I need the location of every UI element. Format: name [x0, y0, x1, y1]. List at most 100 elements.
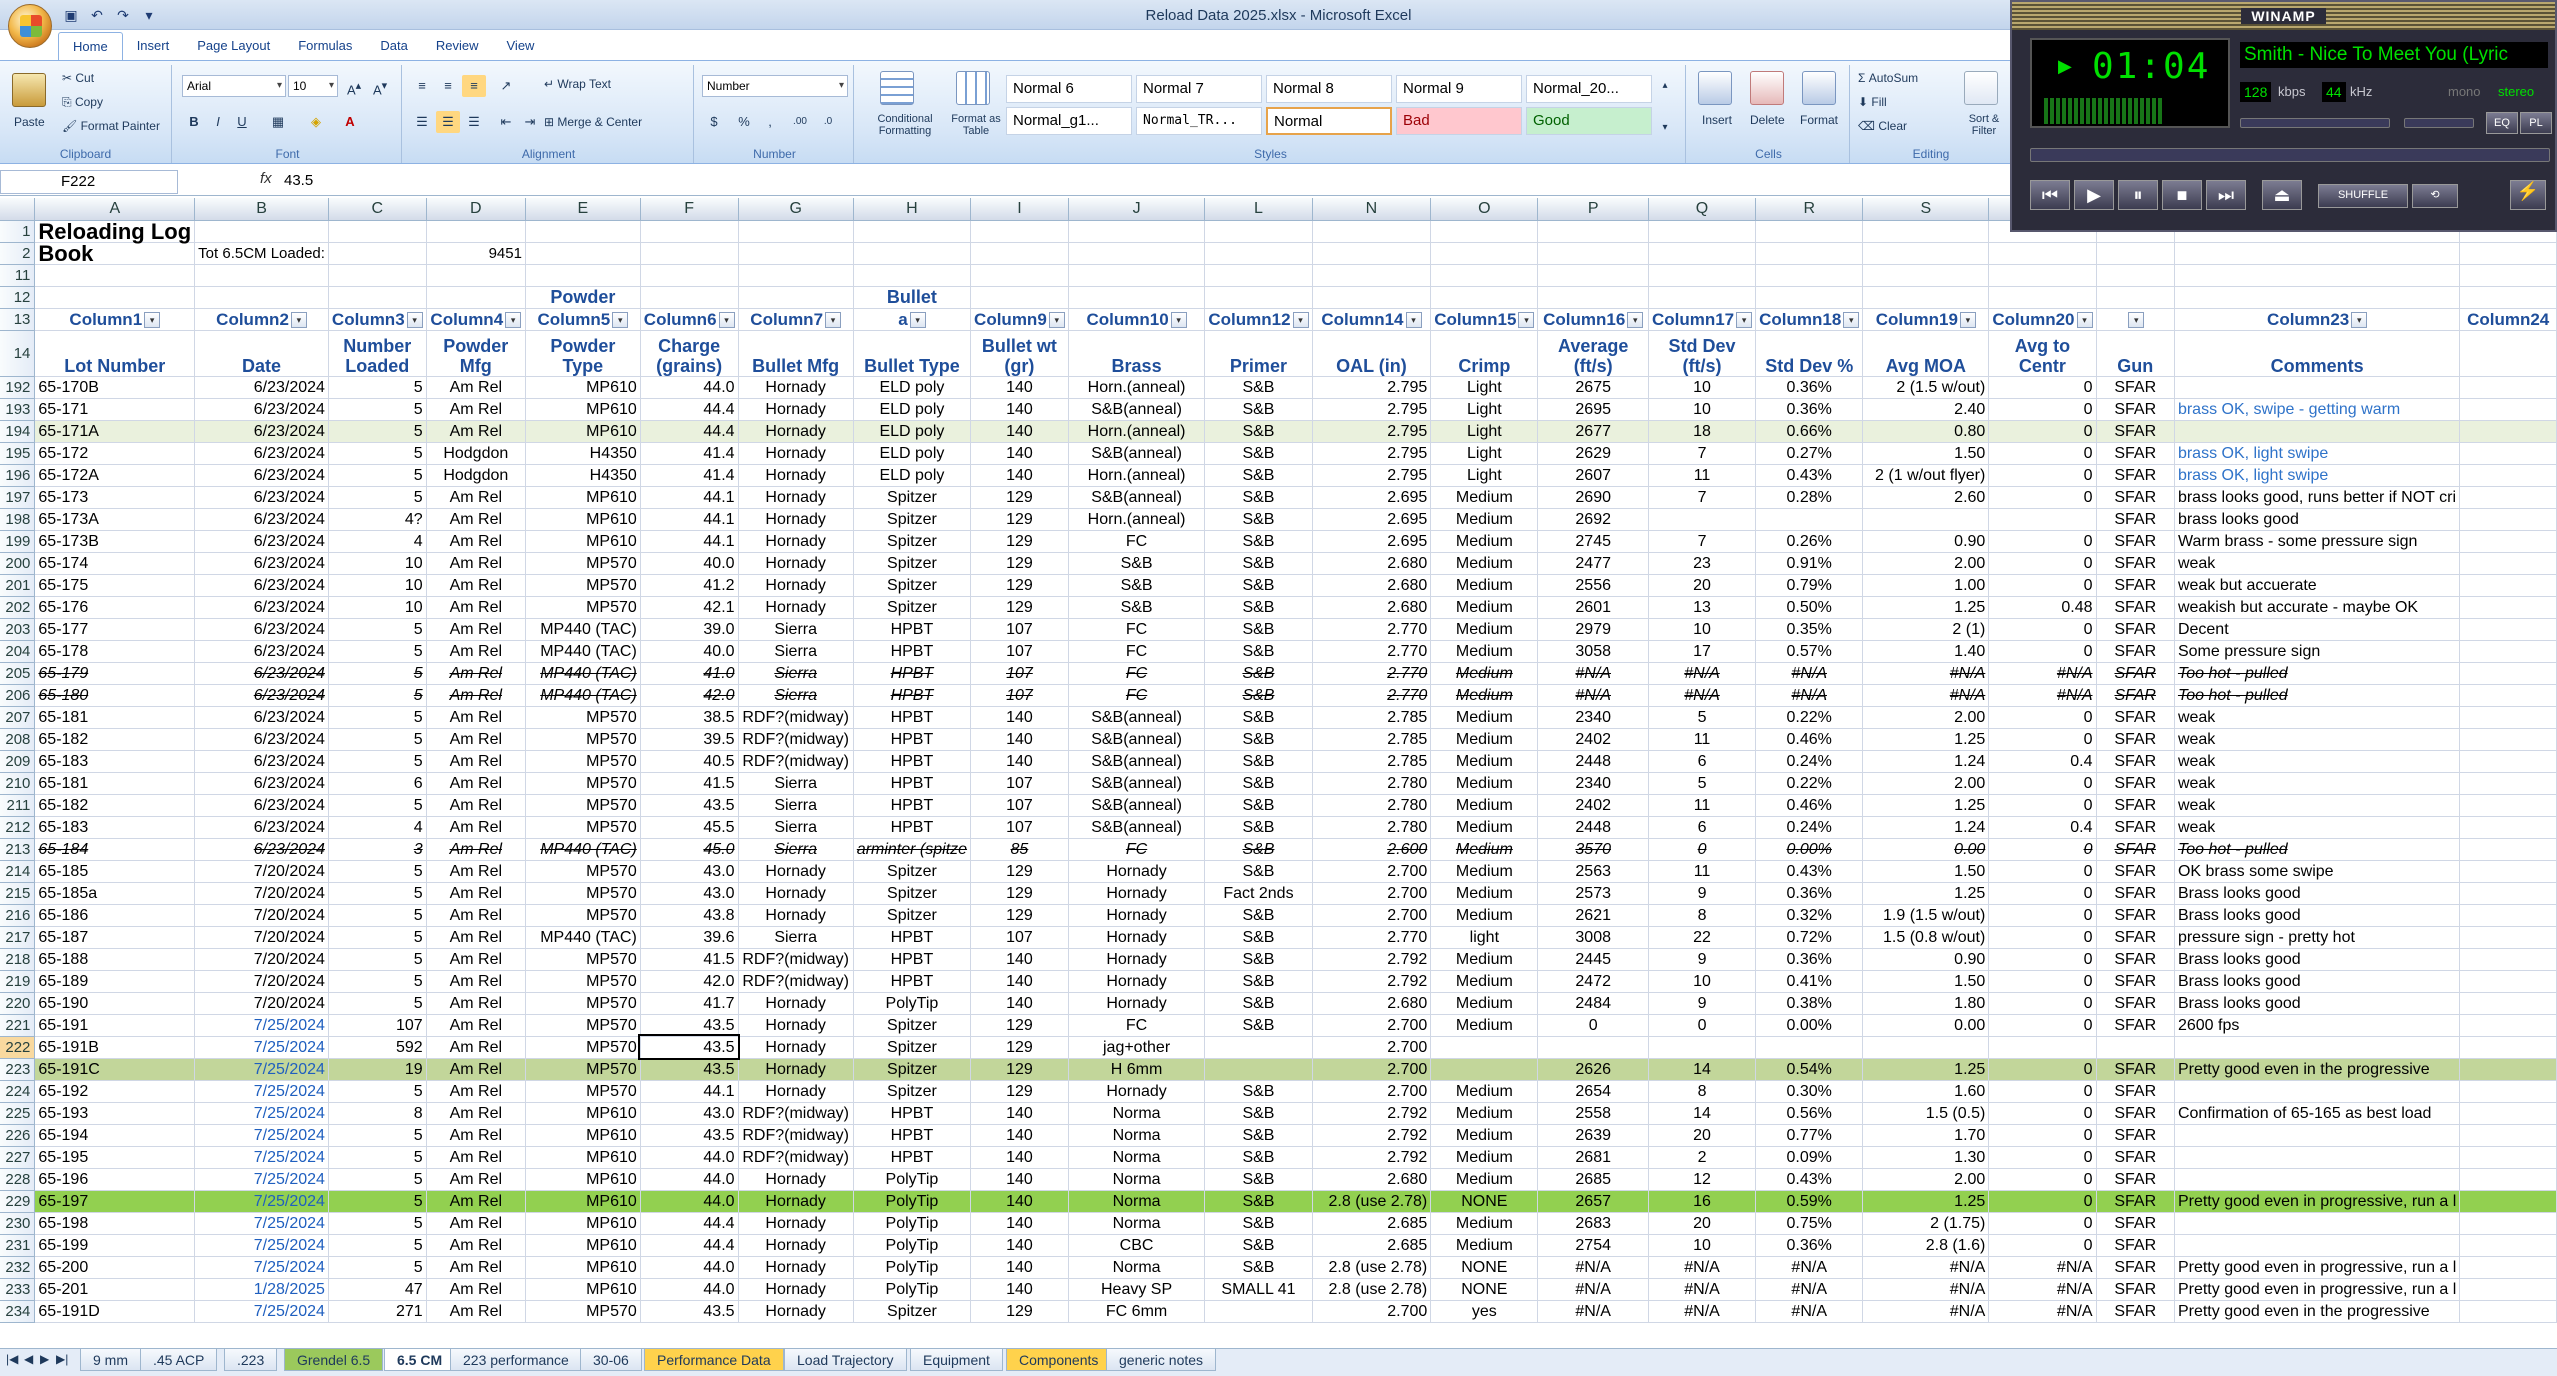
cell-f213[interactable]: 45.0: [640, 838, 739, 861]
cell-t217[interactable]: 0: [1988, 926, 2097, 949]
cell-i212[interactable]: 107: [970, 816, 1069, 839]
cell-e12[interactable]: Powder: [525, 286, 641, 309]
cell-c221[interactable]: 107: [328, 1014, 427, 1037]
cell-u205[interactable]: SFAR: [2096, 662, 2175, 685]
cell-f220[interactable]: 41.7: [640, 992, 739, 1015]
sheet-tab[interactable]: 9 mm: [80, 1349, 141, 1371]
cell-l192[interactable]: S&B: [1204, 376, 1313, 399]
row-header[interactable]: 201: [0, 574, 36, 597]
cell-a229[interactable]: 65-197: [34, 1190, 196, 1213]
cell-c231[interactable]: 5: [328, 1234, 427, 1257]
cell-f208[interactable]: 39.5: [640, 728, 739, 751]
cell-f217[interactable]: 39.6: [640, 926, 739, 949]
cell-s198[interactable]: [1862, 508, 1990, 531]
cell-c213[interactable]: 3: [328, 838, 427, 861]
cell-n196[interactable]: 2.795: [1312, 464, 1432, 487]
cell-u221[interactable]: SFAR: [2096, 1014, 2175, 1037]
cell-d207[interactable]: Am Rel: [426, 706, 526, 729]
cell-s213[interactable]: 0.00: [1862, 838, 1990, 861]
cell-b234[interactable]: 7/25/2024: [194, 1300, 329, 1323]
cell-t223[interactable]: 0: [1988, 1058, 2097, 1081]
cell-p207[interactable]: 2340: [1537, 706, 1649, 729]
cell-a209[interactable]: 65-183: [34, 750, 196, 773]
decrease-indent-icon[interactable]: ⇤: [500, 114, 512, 129]
cell-n193[interactable]: 2.795: [1312, 398, 1432, 421]
cell-p214[interactable]: 2563: [1537, 860, 1649, 883]
cell-e233[interactable]: MP610: [525, 1278, 641, 1301]
tab-page-layout[interactable]: Page Layout: [197, 38, 271, 53]
cell-l209[interactable]: S&B: [1204, 750, 1313, 773]
cell-a207[interactable]: 65-181: [34, 706, 196, 729]
cell-v205[interactable]: Too hot - pulled: [2174, 662, 2461, 685]
filter-dropdown-icon[interactable]: ▾: [1736, 312, 1753, 329]
cell-s233[interactable]: #N/A: [1862, 1278, 1990, 1301]
cell-o234[interactable]: yes: [1430, 1300, 1539, 1323]
cell-a222[interactable]: 65-191B: [34, 1036, 196, 1059]
cell-j216[interactable]: Hornady: [1068, 904, 1206, 927]
cell-v192[interactable]: [2174, 376, 2461, 399]
cell-f199[interactable]: 44.1: [640, 530, 739, 553]
cell-t204[interactable]: 0: [1988, 640, 2097, 663]
cell-a2[interactable]: Book: [34, 242, 196, 265]
cell-t12[interactable]: [1988, 286, 2097, 309]
filter-dropdown-icon[interactable]: ▾: [406, 312, 423, 329]
cell-c207[interactable]: 5: [328, 706, 427, 729]
cell-g1[interactable]: [738, 220, 854, 243]
cut-button[interactable]: ✂ Cut: [62, 71, 94, 85]
cell-a206[interactable]: 65-180: [34, 684, 196, 707]
cell-r226[interactable]: 0.77%: [1755, 1124, 1864, 1147]
cell-o224[interactable]: Medium: [1430, 1080, 1539, 1103]
cell-u196[interactable]: SFAR: [2096, 464, 2175, 487]
cell-c192[interactable]: 5: [328, 376, 427, 399]
cell-r194[interactable]: 0.66%: [1755, 420, 1864, 443]
paste-icon[interactable]: [12, 73, 46, 107]
cell-j220[interactable]: Hornady: [1068, 992, 1206, 1015]
cell-p13[interactable]: Column16 ▾: [1537, 308, 1649, 331]
cell-b206[interactable]: 6/23/2024: [194, 684, 329, 707]
cell-v210[interactable]: weak: [2174, 772, 2461, 795]
cell-v213[interactable]: Too hot - pulled: [2174, 838, 2461, 861]
cell-b2[interactable]: Tot 6.5CM Loaded:: [194, 242, 329, 265]
cell-n215[interactable]: 2.700: [1312, 882, 1432, 905]
align-top-icon[interactable]: ≡: [418, 78, 426, 93]
cell-u13[interactable]: ▾: [2096, 308, 2175, 331]
cell-h217[interactable]: HPBT: [853, 926, 972, 949]
cell-r218[interactable]: 0.36%: [1755, 948, 1864, 971]
cell-s205[interactable]: #N/A: [1862, 662, 1990, 685]
filter-dropdown-icon[interactable]: ▾: [2076, 312, 2093, 329]
cell-i217[interactable]: 107: [970, 926, 1069, 949]
cell-c198[interactable]: 4?: [328, 508, 427, 531]
cell-g234[interactable]: Hornady: [738, 1300, 854, 1323]
cell-w199[interactable]: [2459, 530, 2557, 553]
cell-h219[interactable]: HPBT: [853, 970, 972, 993]
cell-c200[interactable]: 10: [328, 552, 427, 575]
cell-j196[interactable]: Horn.(anneal): [1068, 464, 1206, 487]
cell-j193[interactable]: S&B(anneal): [1068, 398, 1206, 421]
row-header[interactable]: 216: [0, 904, 36, 927]
cell-c214[interactable]: 5: [328, 860, 427, 883]
cell-p230[interactable]: 2683: [1537, 1212, 1649, 1235]
row-header[interactable]: 234: [0, 1300, 36, 1323]
cell-w234[interactable]: [2459, 1300, 2557, 1323]
cell-c203[interactable]: 5: [328, 618, 427, 641]
cell-d210[interactable]: Am Rel: [426, 772, 526, 795]
cell-t196[interactable]: 0: [1988, 464, 2097, 487]
cell-g221[interactable]: Hornady: [738, 1014, 854, 1037]
cell-u213[interactable]: SFAR: [2096, 838, 2175, 861]
cell-r205[interactable]: #N/A: [1755, 662, 1864, 685]
cell-g228[interactable]: Hornady: [738, 1168, 854, 1191]
cell-n212[interactable]: 2.780: [1312, 816, 1432, 839]
cell-o193[interactable]: Light: [1430, 398, 1539, 421]
cell-h200[interactable]: Spitzer: [853, 552, 972, 575]
sheet-tab[interactable]: 6.5 CM: [384, 1349, 456, 1371]
cell-f202[interactable]: 42.1: [640, 596, 739, 619]
cell-b215[interactable]: 7/20/2024: [194, 882, 329, 905]
delete-cells-icon[interactable]: [1750, 71, 1784, 105]
cell-q193[interactable]: 10: [1648, 398, 1757, 421]
cell-o199[interactable]: Medium: [1430, 530, 1539, 553]
cell-b13[interactable]: Column2 ▾: [194, 308, 329, 331]
cell-t209[interactable]: 0.4: [1988, 750, 2097, 773]
cell-j212[interactable]: S&B(anneal): [1068, 816, 1206, 839]
cell-l226[interactable]: S&B: [1204, 1124, 1313, 1147]
